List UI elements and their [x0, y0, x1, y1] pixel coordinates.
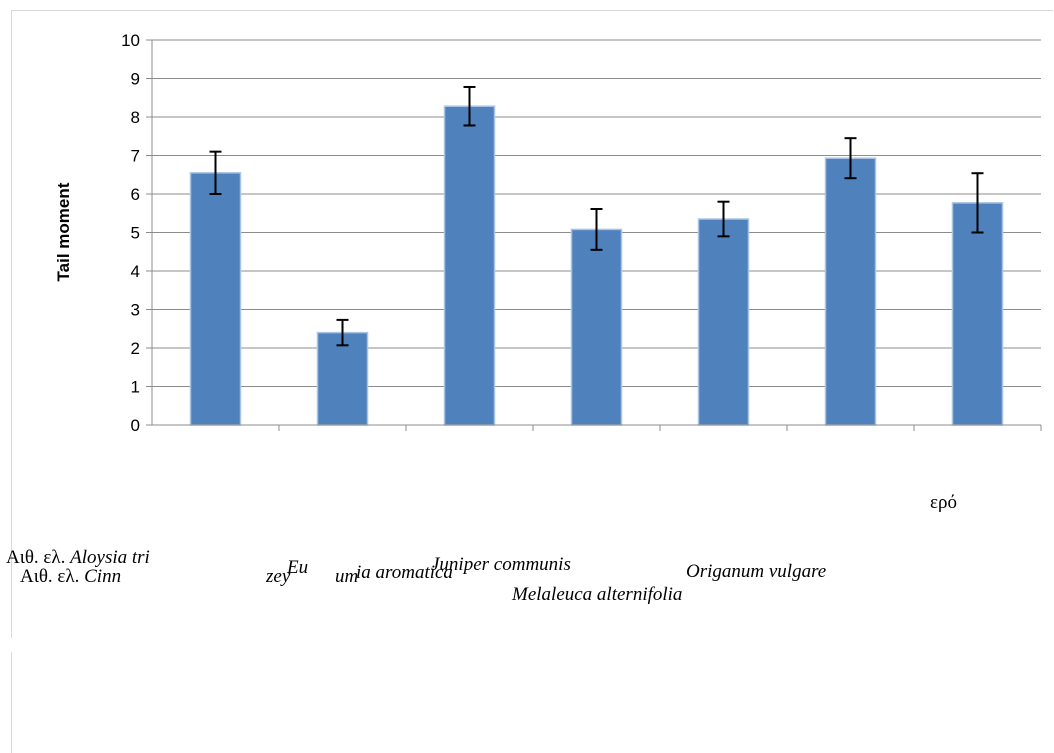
bar [189, 172, 242, 426]
category-label-5: Melaleuca alternifolia [512, 584, 683, 605]
y-tick-label: 6 [131, 185, 140, 204]
y-tick-label: 7 [131, 147, 140, 166]
category-label-4: Juniper communis [431, 554, 571, 575]
bar [443, 105, 496, 426]
y-tick-label: 0 [131, 416, 140, 435]
y-tick-label: 8 [131, 108, 140, 127]
category-label-1-name: Aloysia tri [70, 547, 150, 568]
category-label-2-prefix: Αιθ. ελ. [20, 566, 85, 587]
bars [189, 105, 1004, 426]
y-tick-label: 9 [131, 70, 140, 89]
bar [697, 218, 750, 426]
bar [570, 228, 623, 426]
category-label-2: Αιθ. ελ. Cinn [20, 567, 121, 586]
y-tick-label: 1 [131, 378, 140, 397]
category-label-1: Αιθ. ελ. Aloysia tri [6, 548, 150, 567]
y-tick-label: 3 [131, 301, 140, 320]
category-label-7: ερό [930, 492, 957, 513]
category-label-2-tail-a: zey [266, 566, 291, 587]
y-tick-label: 5 [131, 224, 140, 243]
y-tick-label: 10 [121, 31, 140, 50]
category-label-6: Origanum vulgare [686, 561, 827, 582]
error-bars [209, 85, 984, 347]
category-label-3-a: Eu [287, 557, 309, 578]
y-tick-label: 2 [131, 339, 140, 358]
category-label-3-b: ia aromatica [356, 562, 453, 583]
bar [316, 331, 369, 426]
y-axis-label: Tail moment [54, 182, 73, 281]
frame-border-left-lower [11, 652, 12, 753]
category-label-2-name: Cinn [84, 566, 122, 587]
bar [951, 202, 1004, 426]
category-label-1-prefix: Αιθ. ελ. [6, 547, 71, 568]
axes: 0 1 2 3 4 5 6 7 8 9 10 [121, 31, 1042, 435]
frame-border-top [11, 10, 1053, 11]
category-label-2-tail-b: um [335, 566, 359, 587]
frame-border-left [11, 10, 12, 638]
y-tick-label: 4 [131, 262, 140, 281]
bar [824, 157, 877, 426]
